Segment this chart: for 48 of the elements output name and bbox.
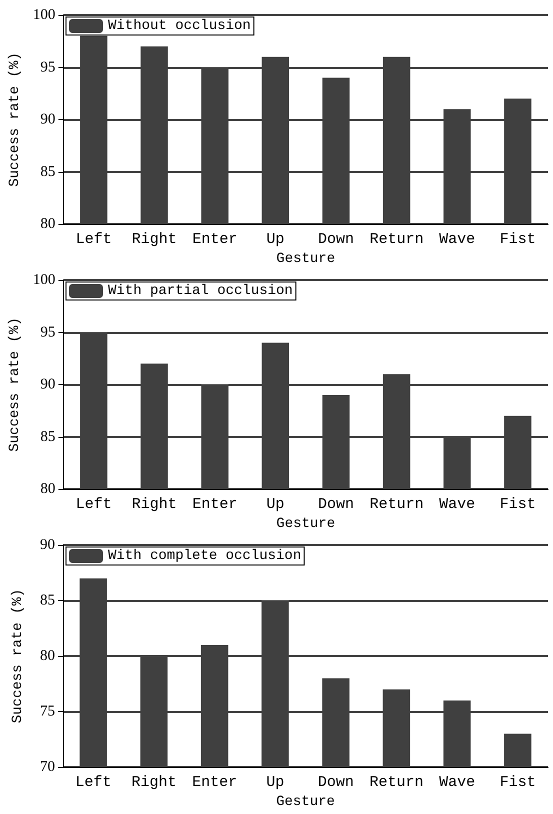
x-tick-label: Down (318, 774, 354, 792)
legend-label: With complete occlusion (108, 548, 302, 564)
y-tick-label: 90 (40, 537, 55, 553)
x-tick-label: Fist (500, 496, 536, 514)
y-tick-label: 80 (40, 481, 56, 498)
x-tick-label: Return (369, 774, 424, 792)
x-tick-label: Enter (192, 774, 238, 792)
x-axis-title: Gesture (276, 516, 336, 532)
y-tick-label: 70 (40, 759, 55, 776)
y-axis-title: Success rate (%) (10, 588, 26, 724)
x-tick-label: Wave (439, 774, 476, 792)
y-axis-title: Success rate (%) (7, 52, 23, 187)
y-tick-label: 80 (40, 648, 55, 664)
x-axis-title: Gesture (276, 794, 335, 810)
x-tick-label: Wave (439, 496, 476, 514)
y-tick-label: 95 (40, 324, 56, 340)
x-tick-label: Return (370, 231, 424, 248)
y-tick-label: 90 (40, 376, 56, 393)
x-tick-label: Right (132, 496, 177, 514)
x-tick-label: Left (76, 496, 112, 514)
y-tick-label: 100 (32, 272, 56, 288)
x-tick-label: Right (131, 774, 176, 792)
legend-label: With partial occlusion (108, 283, 293, 299)
x-tick-label: Fist (500, 774, 536, 792)
x-tick-label: Up (266, 774, 284, 792)
x-tick-label: Left (75, 774, 112, 792)
x-tick-label: Left (76, 231, 112, 248)
x-tick-label: Enter (192, 496, 238, 514)
y-tick-label: 95 (40, 59, 56, 76)
x-tick-label: Down (318, 496, 354, 514)
x-tick-label: Return (370, 496, 424, 514)
x-tick-label: Fist (500, 231, 536, 248)
y-tick-label: 85 (40, 428, 56, 445)
y-tick-label: 90 (40, 112, 56, 128)
x-tick-label: Up (266, 231, 284, 248)
x-tick-label: Down (318, 231, 354, 248)
y-axis-title: Success rate (%) (7, 317, 23, 452)
x-tick-label: Right (132, 231, 177, 248)
x-tick-label: Enter (192, 231, 238, 248)
legend-label: Without occlusion (108, 18, 251, 34)
y-tick-label: 85 (40, 164, 56, 180)
x-axis-title: Gesture (276, 251, 336, 267)
y-tick-label: 85 (40, 592, 55, 609)
y-tick-label: 100 (32, 7, 56, 23)
x-tick-label: Wave (439, 231, 476, 248)
y-tick-label: 75 (40, 704, 55, 720)
y-tick-label: 80 (40, 216, 56, 232)
x-tick-label: Up (266, 496, 284, 514)
